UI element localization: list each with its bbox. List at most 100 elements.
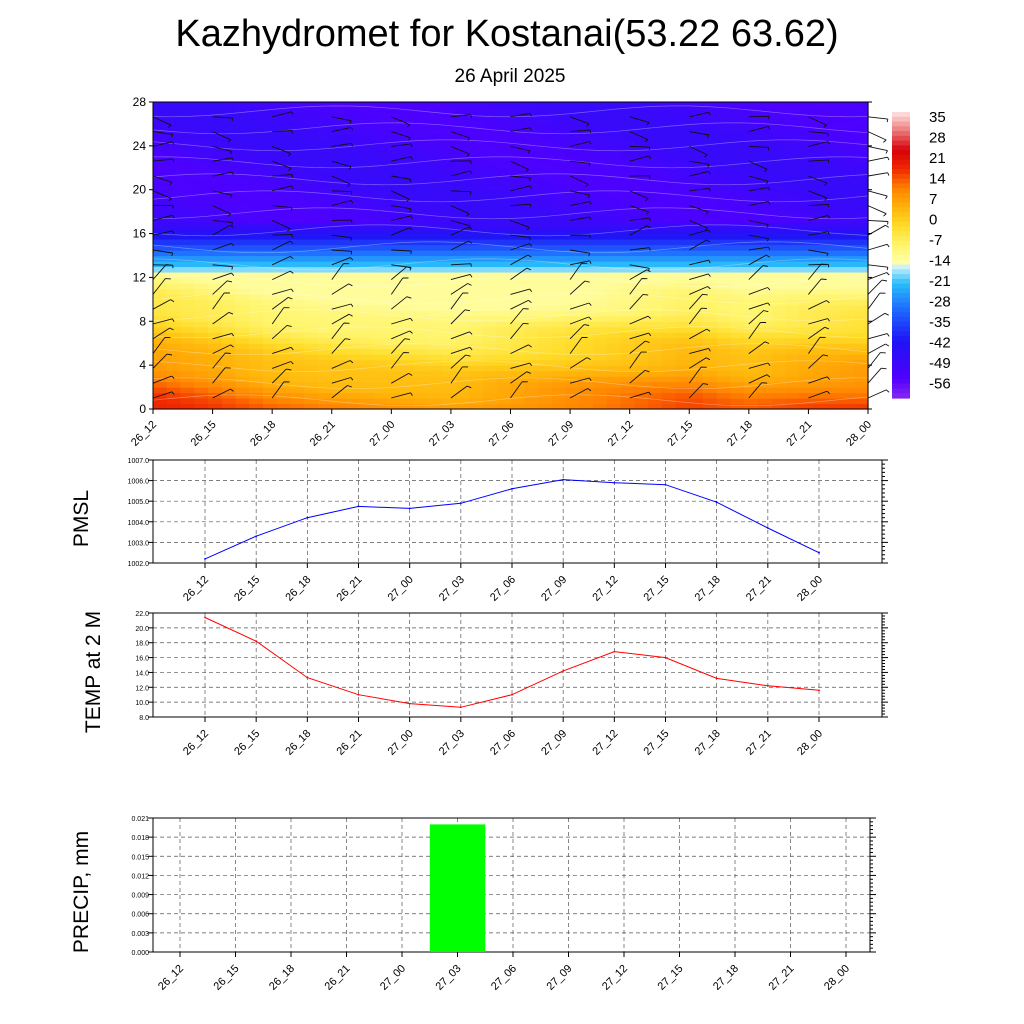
temperature-cell [799, 315, 814, 322]
temperature-cell [703, 332, 718, 339]
temperature-cell [249, 184, 264, 191]
colorbar-swatch [892, 278, 910, 285]
temperature-cell [194, 326, 209, 333]
temperature-cell [386, 359, 402, 366]
temperature-cell [813, 392, 828, 399]
wind-barb [867, 272, 890, 281]
temperature-cell [221, 162, 237, 169]
temperature-cell [153, 167, 168, 174]
temperature-cell [813, 167, 828, 174]
temperature-cell [400, 260, 415, 268]
temperature-cell [153, 228, 168, 235]
temperature-cell [648, 145, 663, 152]
temperature-cell [606, 282, 622, 289]
temperature-cell [826, 151, 842, 158]
wind-barb [808, 376, 830, 384]
temperature-cell [744, 118, 759, 125]
temperature-cell [593, 162, 608, 169]
wind-barb [450, 354, 471, 369]
temperature-cell [208, 184, 223, 191]
temperature-cell [373, 266, 388, 273]
temperature-cell [661, 112, 677, 120]
temperature-cell [524, 343, 539, 350]
temperature-cell [235, 228, 250, 235]
temperature-cell [785, 118, 800, 125]
x-tick-label: 28_00 [795, 574, 825, 604]
temperature-cell [345, 233, 360, 240]
temperature-cell [386, 260, 402, 268]
temperature-cell [386, 195, 402, 202]
temperature-cell [565, 326, 580, 333]
temperature-cell [318, 118, 333, 125]
temperature-cell [675, 107, 690, 114]
temperature-cell [854, 178, 869, 185]
temperature-cell [290, 398, 305, 405]
temperature-cell [703, 337, 718, 344]
temperature-cell [620, 244, 635, 251]
temperature-cell [606, 321, 622, 328]
x-tick-label: 26_15 [232, 728, 262, 758]
temperature-cell [345, 228, 360, 235]
temperature-cell [496, 315, 512, 322]
x-tick-label: 28_00 [822, 963, 852, 993]
temperature-cell [510, 337, 525, 344]
temperature-cell [771, 326, 787, 333]
temperature-cell [758, 162, 773, 169]
temperature-cell [813, 217, 828, 224]
temperature-cell [524, 228, 539, 235]
temperature-cell [304, 315, 319, 322]
temperature-cell [318, 277, 333, 284]
temperature-cell [538, 244, 553, 251]
temperature-cell [428, 370, 443, 377]
temperature-cell [318, 381, 333, 388]
temperature-cell [689, 403, 704, 410]
temperature-cell [661, 348, 677, 355]
temperature-cell [304, 178, 319, 185]
temperature-cell [840, 304, 855, 311]
temperature-cell [304, 260, 319, 268]
temperature-cell [194, 271, 209, 279]
temperature-cell [606, 178, 622, 185]
temperature-cell [689, 304, 704, 311]
temperature-cell [593, 343, 608, 350]
temperature-cell [730, 145, 745, 152]
wind-barb [450, 283, 472, 295]
temperature-cell [345, 102, 360, 109]
wind-barb [867, 219, 889, 225]
temperature-cell [345, 195, 360, 202]
temperature-cell [441, 282, 457, 289]
temperature-cell [455, 255, 470, 262]
temperature-cell [648, 123, 663, 131]
temperature-cell [730, 156, 745, 163]
temperature-cell [648, 266, 663, 273]
temperature-cell [524, 244, 539, 251]
temperature-cell [208, 332, 223, 339]
temperature-cell [730, 217, 745, 224]
temperature-cell [565, 206, 580, 213]
temperature-cell [455, 250, 470, 257]
temperature-cell [771, 343, 787, 350]
temperature-cell [194, 233, 209, 240]
temperature-cell [194, 134, 209, 141]
temperature-cell [153, 211, 168, 218]
temperature-cell [483, 332, 498, 339]
colorbar-swatch [892, 250, 910, 256]
temperature-cell [194, 167, 209, 174]
temperature-cell [208, 206, 223, 213]
temperature-cell [400, 255, 415, 262]
temperature-cell [689, 145, 704, 152]
temperature-cell [290, 326, 305, 333]
temperature-cell [345, 304, 360, 311]
temperature-cell [730, 260, 745, 268]
temperature-cell [689, 217, 704, 224]
temperature-cell [510, 398, 525, 405]
temperature-cell [854, 365, 869, 372]
temperature-cell [606, 337, 622, 344]
wind-barb [748, 187, 771, 192]
temperature-cell [785, 354, 800, 361]
x-tick-label: 26_18 [248, 419, 278, 449]
temperature-cell [840, 222, 855, 229]
temperature-cell [799, 271, 814, 279]
temperature-cell [428, 321, 443, 328]
temperature-cell [744, 195, 759, 202]
